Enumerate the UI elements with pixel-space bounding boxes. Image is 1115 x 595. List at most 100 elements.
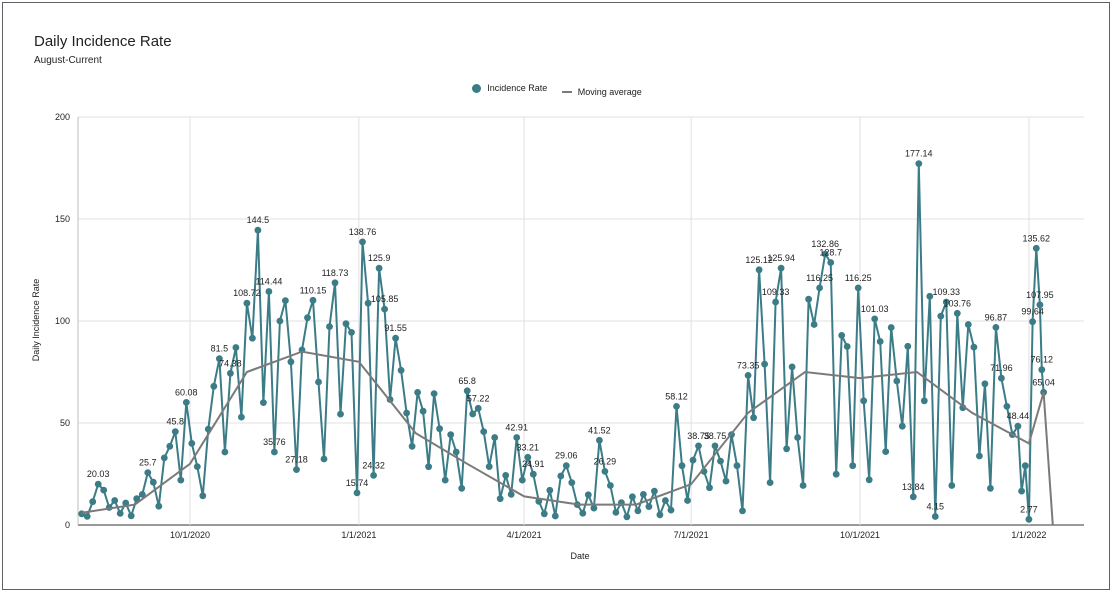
incidence-point bbox=[116, 510, 124, 517]
incidence-point bbox=[755, 266, 763, 274]
incidence-point bbox=[640, 491, 647, 498]
incidence-point bbox=[601, 468, 609, 475]
incidence-point bbox=[931, 513, 939, 520]
legend-label-incidence: Incidence Rate bbox=[487, 83, 548, 93]
incidence-point bbox=[540, 510, 548, 518]
incidence-point bbox=[227, 369, 234, 377]
incidence-point bbox=[254, 226, 262, 234]
incidence-point bbox=[871, 315, 879, 323]
incidence-point bbox=[419, 407, 427, 415]
incidence-point bbox=[452, 448, 460, 456]
incidence-point bbox=[480, 428, 488, 435]
incidence-point bbox=[1032, 244, 1040, 252]
data-label: 38.75 bbox=[704, 431, 727, 441]
incidence-point bbox=[381, 305, 388, 313]
data-label: 91.55 bbox=[384, 323, 407, 333]
legend-item-moving-average[interactable]: Moving average bbox=[561, 86, 642, 97]
incidence-point bbox=[83, 513, 91, 520]
incidence-point bbox=[607, 482, 614, 489]
incidence-point bbox=[1025, 515, 1033, 523]
incidence-point bbox=[182, 399, 190, 406]
incidence-point bbox=[772, 298, 779, 306]
data-label: 103.76 bbox=[944, 298, 972, 308]
incidence-point bbox=[656, 511, 664, 519]
incidence-point bbox=[1018, 487, 1025, 495]
incidence-point bbox=[629, 493, 636, 501]
moving-average-line bbox=[81, 350, 1054, 526]
incidence-point bbox=[992, 324, 1000, 331]
incidence-point bbox=[557, 472, 565, 480]
legend-line-icon bbox=[561, 90, 572, 93]
incidence-point bbox=[342, 320, 350, 328]
incidence-point bbox=[160, 454, 168, 462]
incidence-point bbox=[397, 366, 405, 374]
series-layer bbox=[78, 160, 1054, 526]
incidence-point bbox=[166, 442, 174, 450]
x-tick-label: 7/1/2021 bbox=[674, 530, 709, 540]
incidence-point bbox=[89, 498, 97, 506]
data-label: 48.44 bbox=[1007, 411, 1030, 421]
incidence-point bbox=[684, 497, 691, 504]
incidence-point bbox=[849, 462, 857, 470]
incidence-point bbox=[584, 491, 592, 499]
data-label: 33.21 bbox=[517, 442, 540, 452]
incidence-point bbox=[436, 425, 443, 433]
data-label: 45.8 bbox=[167, 417, 185, 427]
data-label: 26.29 bbox=[594, 456, 617, 466]
incidence-point bbox=[953, 309, 961, 317]
data-label: 109.33 bbox=[933, 287, 961, 297]
incidence-point bbox=[414, 389, 421, 396]
incidence-point bbox=[232, 344, 240, 351]
incidence-point bbox=[827, 259, 835, 266]
incidence-point bbox=[364, 299, 372, 307]
data-label: 65.04 bbox=[1032, 377, 1055, 387]
data-label: 138.76 bbox=[349, 227, 377, 237]
incidence-point bbox=[249, 334, 256, 342]
incidence-point bbox=[94, 480, 102, 488]
incidence-point bbox=[546, 486, 554, 494]
incidence-point bbox=[359, 238, 366, 246]
incidence-point bbox=[1036, 301, 1044, 309]
incidence-point bbox=[915, 160, 923, 168]
data-label: 2.77 bbox=[1020, 504, 1038, 514]
incidence-point bbox=[959, 404, 967, 412]
incidence-point bbox=[783, 445, 790, 453]
data-label: 114.44 bbox=[255, 277, 282, 287]
incidence-point bbox=[524, 453, 532, 461]
incidence-point bbox=[711, 442, 719, 450]
incidence-point bbox=[750, 414, 757, 422]
incidence-point bbox=[304, 314, 311, 322]
data-label: 13.84 bbox=[902, 482, 925, 492]
x-tick-label: 4/1/2021 bbox=[507, 530, 542, 540]
y-tick-label: 100 bbox=[55, 316, 70, 326]
data-label: 24.32 bbox=[362, 460, 385, 470]
incidence-point bbox=[111, 497, 119, 504]
incidence-point bbox=[353, 489, 361, 497]
incidence-point bbox=[981, 380, 989, 388]
incidence-point bbox=[623, 513, 631, 521]
incidence-point bbox=[458, 484, 466, 492]
incidence-point bbox=[293, 466, 300, 473]
data-label: 109.33 bbox=[762, 287, 790, 297]
incidence-point bbox=[430, 390, 438, 397]
incidence-point bbox=[326, 323, 333, 330]
data-label: 125.94 bbox=[767, 253, 795, 263]
incidence-point bbox=[529, 470, 537, 478]
incidence-point bbox=[948, 482, 956, 489]
incidence-point bbox=[320, 455, 328, 463]
incidence-point bbox=[970, 343, 978, 351]
incidence-point bbox=[403, 409, 410, 417]
data-label: 60.08 bbox=[175, 387, 198, 397]
incidence-point bbox=[243, 299, 251, 307]
data-label: 24.91 bbox=[522, 459, 545, 469]
y-axis-label: Daily Incidence Rate bbox=[31, 279, 41, 362]
incidence-point bbox=[469, 410, 477, 418]
data-label: 27.18 bbox=[285, 455, 308, 465]
incidence-point bbox=[1021, 462, 1029, 470]
legend-item-incidence[interactable]: Incidence Rate bbox=[472, 83, 547, 93]
incidence-point bbox=[926, 292, 934, 300]
incidence-point bbox=[998, 374, 1005, 382]
data-label: 29.06 bbox=[555, 451, 578, 461]
incidence-point bbox=[155, 502, 163, 510]
legend-label-moving-average: Moving average bbox=[577, 86, 642, 97]
